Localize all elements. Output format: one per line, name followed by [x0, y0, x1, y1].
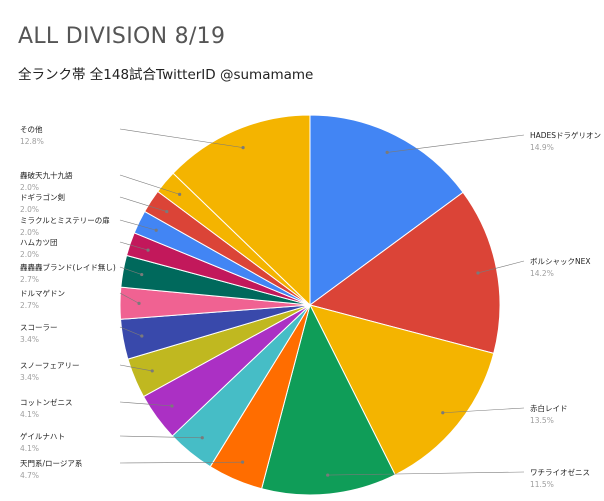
leader-dot-2 [441, 411, 445, 415]
slice-value-label-6: 4.1% [20, 410, 39, 419]
leader-dot-11 [146, 248, 150, 252]
slice-value-label-7: 3.4% [20, 373, 39, 382]
leader-dot-8 [140, 334, 144, 338]
leader-dot-1 [476, 271, 480, 275]
slice-label-12: ミラクルとミステリーの扉 [20, 215, 110, 225]
slice-label-8: スコーラー [20, 323, 58, 332]
leader-dot-3 [326, 473, 330, 477]
pie-slice-15 [172, 114, 311, 307]
leader-line-4 [119, 461, 243, 464]
slice-label-9: ドルマゲドン [20, 289, 65, 298]
leader-dot-10 [140, 272, 144, 277]
slice-value-label-3: 11.5% [530, 480, 554, 489]
slice-label-3: ワチライオゼニス [530, 467, 590, 477]
slice-value-label-0: 14.9% [530, 143, 554, 152]
slice-label-14: 轟破天九十九語 [20, 170, 73, 180]
slice-value-label-4: 4.7% [20, 471, 39, 480]
pie-slice-2 [309, 304, 495, 476]
slice-value-label-2: 13.5% [530, 416, 554, 425]
leader-dot-7 [150, 369, 154, 373]
slice-value-label-8: 3.4% [20, 335, 39, 344]
slice-label-11: ハムカツ団 [20, 238, 58, 247]
leader-line-12 [119, 219, 157, 231]
leader-line-5 [119, 435, 203, 439]
pie-slice-3 [260, 303, 396, 496]
slice-value-label-11: 2.0% [20, 250, 39, 259]
leader-line-3 [327, 471, 525, 476]
leader-dot-12 [154, 228, 158, 232]
leader-line-6 [119, 401, 172, 407]
slice-label-5: ゲイルナハト [20, 432, 65, 441]
slice-value-label-1: 14.2% [530, 269, 554, 278]
slice-value-label-12: 2.0% [20, 228, 39, 237]
leader-dot-15 [241, 146, 245, 150]
chart-title: ALL DIVISION 8/19 [18, 24, 226, 49]
leader-line-11 [119, 241, 149, 251]
slice-value-label-9: 2.7% [20, 301, 39, 310]
leader-line-1 [477, 260, 525, 274]
leader-dot-14 [178, 192, 182, 196]
slice-label-1: ボルシャックNEX [530, 257, 591, 266]
leader-dot-9 [137, 301, 141, 305]
slice-label-13: ドギラゴン剣 [20, 192, 65, 202]
slice-value-label-5: 4.1% [20, 444, 39, 453]
leader-dot-6 [170, 404, 174, 408]
leader-line-7 [119, 364, 153, 372]
slice-label-6: コットンゼニス [20, 397, 73, 407]
leader-line-0 [387, 134, 525, 153]
slice-value-label-10: 2.7% [20, 275, 39, 284]
pie-slice-1 [308, 191, 501, 355]
leader-line-13 [119, 196, 167, 212]
leader-line-9 [119, 292, 140, 304]
leader-dot-4 [240, 460, 245, 464]
leader-line-15 [119, 128, 244, 148]
slice-value-label-13: 2.0% [20, 205, 39, 214]
slice-label-7: スノーフェアリー [20, 361, 80, 370]
slice-label-2: 赤白レイド [530, 403, 568, 413]
leader-line-10 [119, 266, 142, 275]
leader-line-14 [119, 174, 180, 195]
leader-dot-0 [385, 150, 389, 154]
slice-label-0: HADESドラゲリオン [530, 131, 601, 140]
slice-value-label-15: 12.8% [20, 137, 44, 146]
pie-slice-0 [309, 114, 464, 306]
slice-label-15: その他 [20, 124, 43, 134]
slice-label-4: 天門系/ロージア系 [20, 458, 83, 468]
leader-line-2 [442, 407, 525, 414]
leader-dot-13 [165, 209, 169, 214]
leader-dot-5 [200, 436, 204, 440]
chart-subtitle: 全ランク帯 全148試合TwitterID @sumamame [18, 67, 314, 83]
leader-line-8 [119, 326, 142, 337]
slice-value-label-14: 2.0% [20, 183, 39, 192]
slice-label-10: 轟轟轟ブランド(レイド無し) [20, 262, 116, 272]
